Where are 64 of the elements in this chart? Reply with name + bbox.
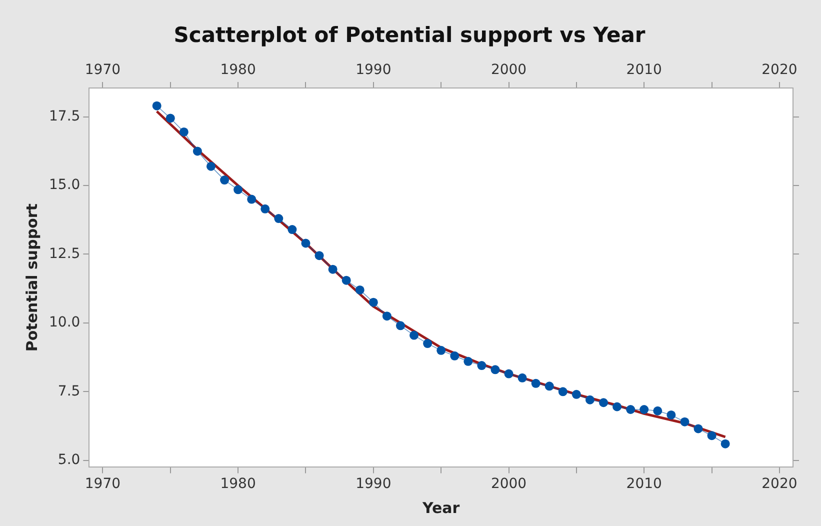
point (301, 238, 310, 248)
point (707, 431, 716, 440)
y-tick-label: 15.0 (49, 177, 80, 194)
point (544, 382, 554, 391)
point (436, 346, 446, 355)
x-tick-label: 2020 (762, 476, 798, 492)
y-tick-label: 12.5 (49, 246, 80, 262)
point (260, 204, 270, 214)
point (247, 194, 256, 204)
point (518, 373, 527, 382)
point (179, 127, 188, 136)
point (599, 398, 608, 408)
point (720, 439, 730, 448)
x2-tick-label: 2020 (762, 62, 798, 78)
point (423, 339, 432, 348)
x-tick-label: 2010 (626, 476, 662, 492)
y-tick-label: 7.5 (58, 383, 80, 400)
y-tick-label: 17.5 (49, 108, 80, 124)
x-tick-label: 1980 (220, 476, 256, 492)
point (234, 185, 243, 194)
point (152, 101, 162, 110)
point (572, 390, 581, 399)
point (368, 298, 378, 307)
point (355, 285, 364, 294)
point (612, 402, 622, 412)
x2-tick-label: 2000 (490, 62, 527, 78)
point (450, 351, 460, 360)
point (558, 387, 568, 396)
point (166, 114, 175, 123)
point (288, 225, 297, 234)
point (274, 214, 284, 224)
point (220, 176, 230, 185)
point (314, 251, 324, 260)
point (653, 406, 662, 416)
x-tick-label: 2000 (490, 476, 527, 492)
x2-tick-label: 1990 (356, 62, 392, 78)
point (410, 330, 419, 340)
x-axis-title: Year (421, 498, 460, 517)
point (694, 424, 703, 434)
x2-tick-label: 1970 (84, 62, 121, 78)
x2-tick-label: 2010 (626, 62, 662, 78)
point (585, 395, 594, 404)
point (464, 356, 473, 366)
point (490, 365, 500, 374)
point (328, 264, 338, 274)
point (666, 410, 676, 420)
x-tick-label: 1970 (84, 476, 121, 492)
x-tick-label: 1990 (356, 476, 392, 492)
point (396, 321, 405, 330)
point (680, 417, 690, 426)
point (206, 162, 216, 171)
y-tick-label: 10.0 (49, 314, 80, 331)
point (504, 369, 514, 378)
y-axis-title: Potential support (22, 204, 41, 352)
point (192, 146, 202, 156)
point (342, 276, 351, 285)
point (626, 404, 636, 414)
y-tick-label: 5.0 (58, 452, 80, 468)
x2-tick-label: 1980 (220, 62, 256, 78)
point (531, 378, 540, 388)
point (640, 404, 649, 414)
chart-title: Scatterplot of Potential support vs Year (174, 23, 646, 48)
point (477, 361, 486, 370)
point (382, 312, 392, 321)
